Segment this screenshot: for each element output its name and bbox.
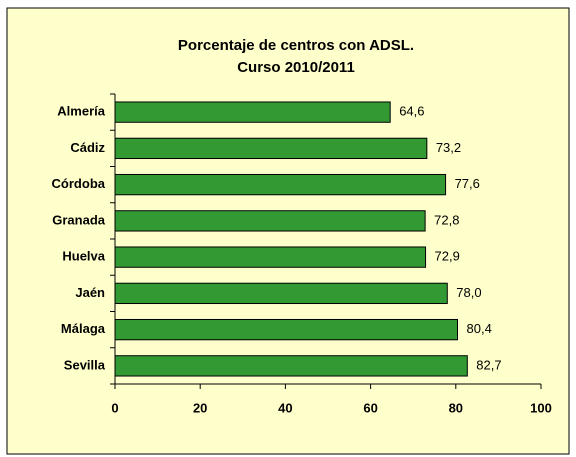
y-tick-label: Granada <box>52 212 106 227</box>
bar <box>114 210 426 232</box>
value-label: 64,6 <box>399 104 424 119</box>
value-label: 82,7 <box>476 357 501 372</box>
chart-title: Curso 2010/2011 <box>237 59 355 76</box>
bar <box>114 173 447 196</box>
y-tick-label: Almería <box>57 104 105 119</box>
x-tick-label: 80 <box>449 400 463 415</box>
y-tick-label: Jaén <box>75 285 105 300</box>
bar <box>114 282 448 305</box>
x-tick-label: 40 <box>278 400 292 415</box>
bar <box>114 318 459 341</box>
value-label: 80,4 <box>467 321 492 336</box>
chart-title: Porcentaje de centros con ADSL. <box>178 37 414 54</box>
value-label: 72,9 <box>435 249 460 264</box>
bar <box>114 137 428 160</box>
y-tick-label: Huelva <box>62 249 105 264</box>
bar <box>114 101 391 123</box>
x-tick-label: 20 <box>193 400 207 415</box>
y-tick-label: Sevilla <box>64 357 106 372</box>
x-tick-label: 60 <box>363 400 377 415</box>
x-tick-label: 100 <box>530 400 552 415</box>
bar <box>114 246 427 268</box>
x-tick-label: 0 <box>111 400 118 415</box>
value-label: 73,2 <box>436 140 461 155</box>
y-tick-label: Córdoba <box>52 176 106 191</box>
value-label: 78,0 <box>456 285 481 300</box>
bar <box>114 355 468 377</box>
value-label: 77,6 <box>455 176 480 191</box>
y-tick-label: Málaga <box>61 321 106 336</box>
value-label: 72,8 <box>434 212 459 227</box>
y-tick-label: Cádiz <box>70 140 105 155</box>
